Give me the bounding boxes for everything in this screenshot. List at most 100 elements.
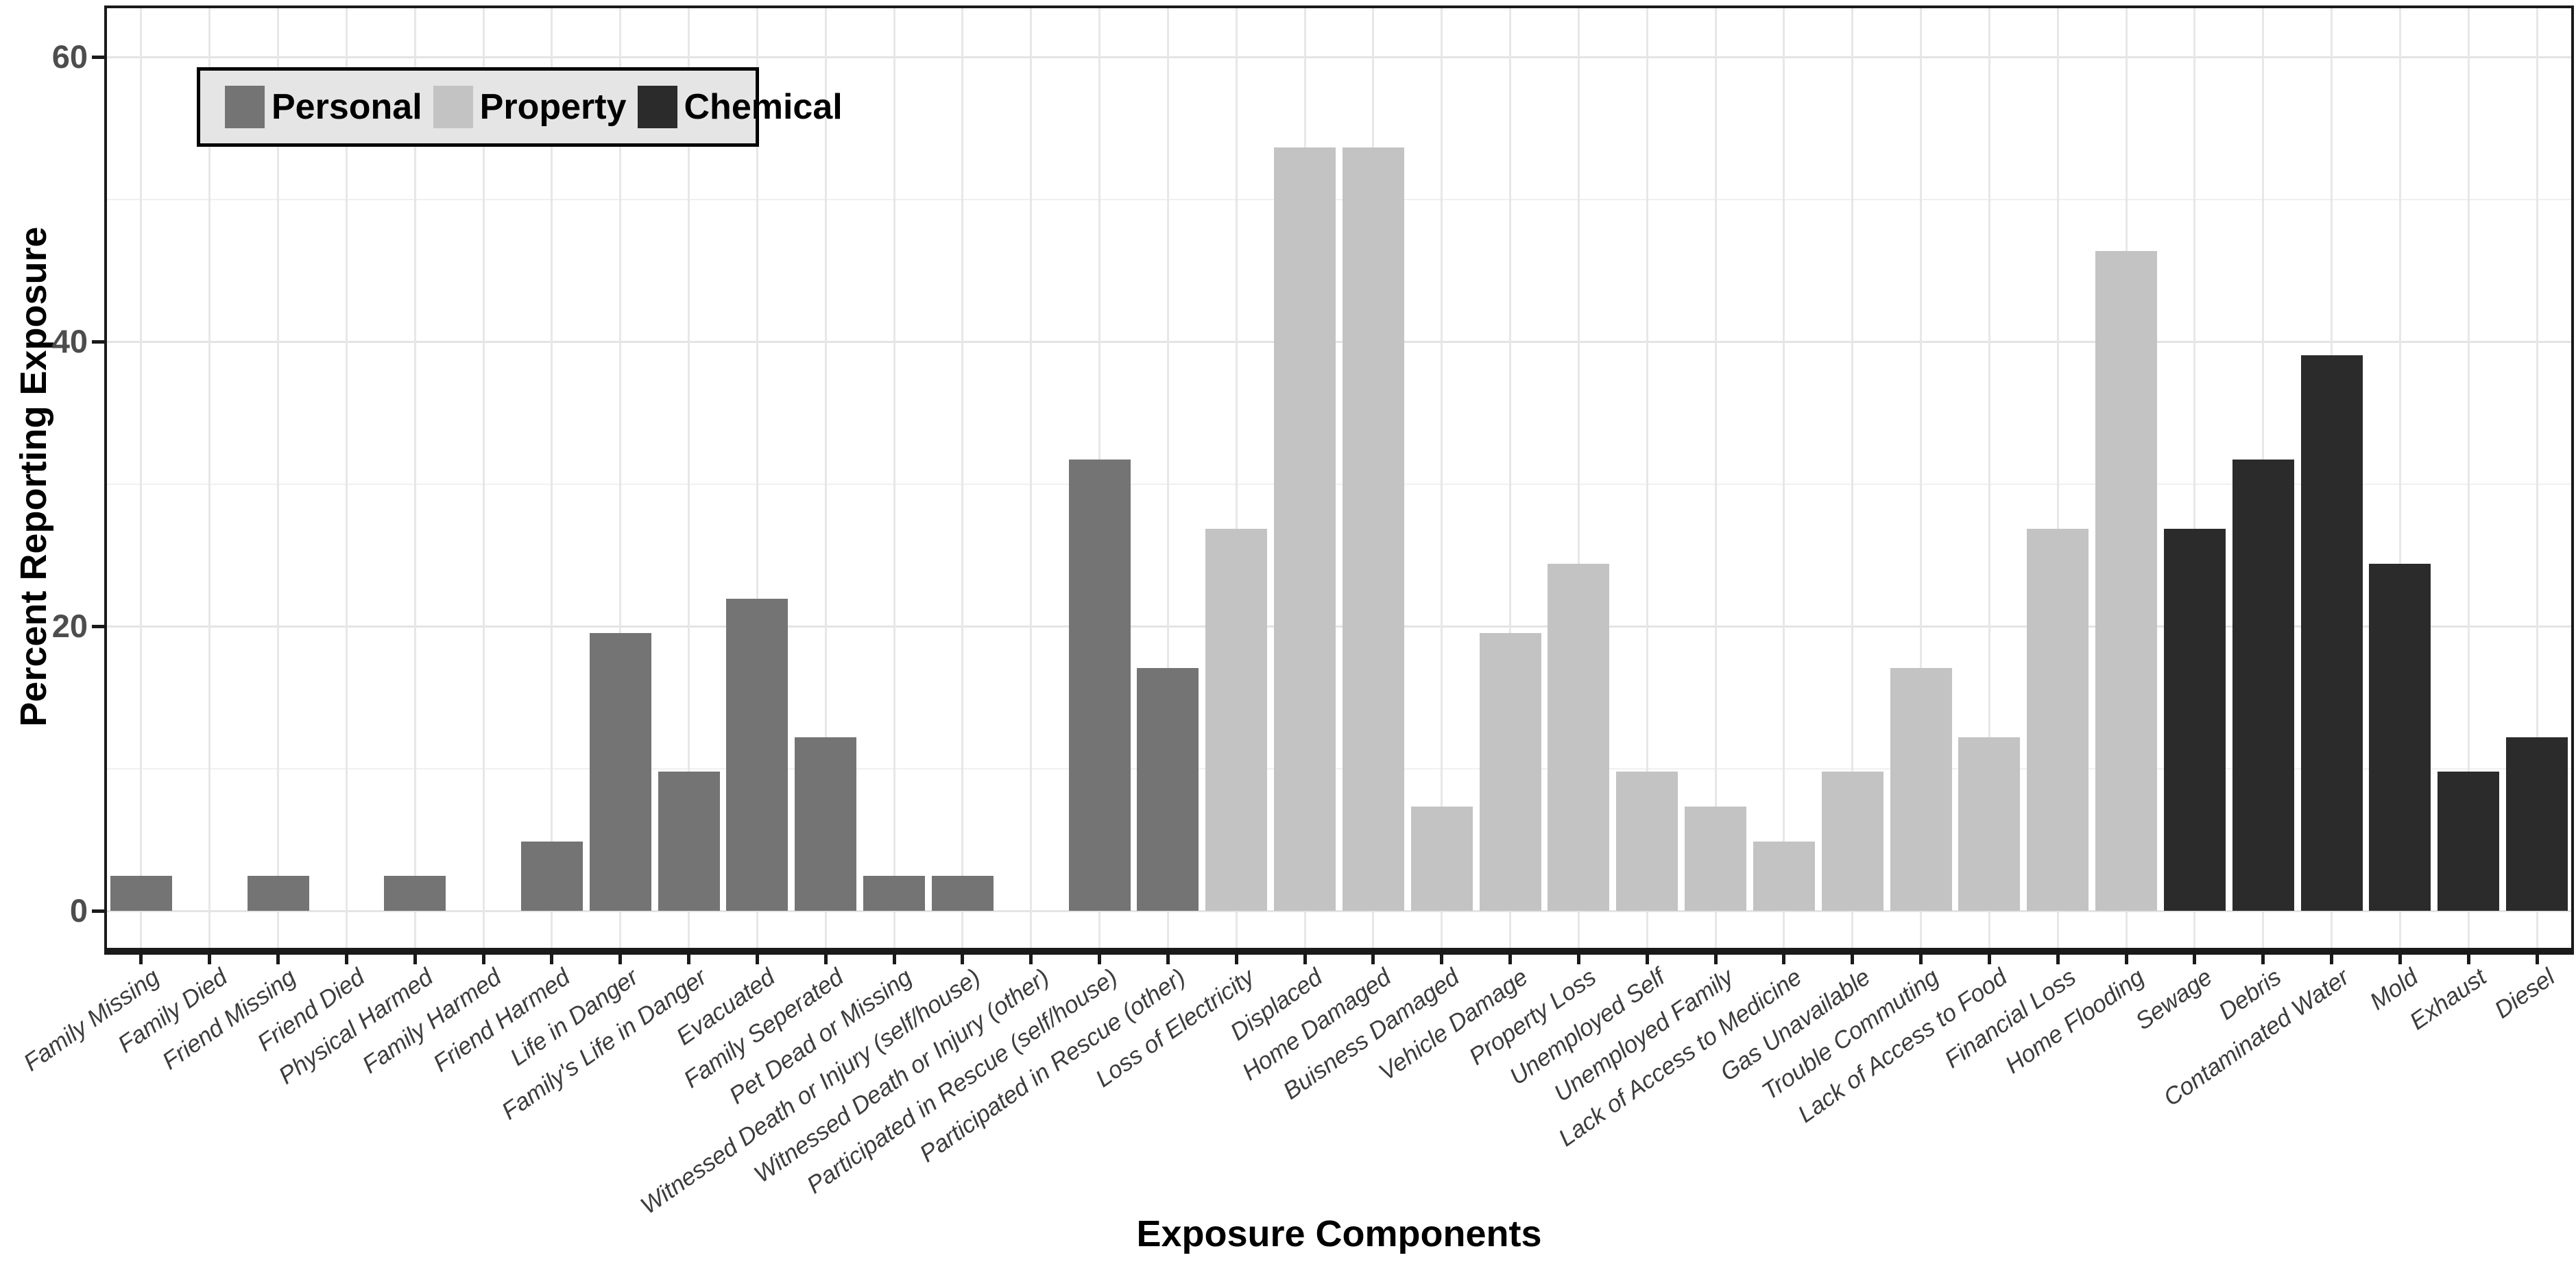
x-tick-25 — [1851, 952, 1855, 964]
gridline-x-26 — [1920, 8, 1923, 948]
gridline-x-22 — [1646, 8, 1648, 948]
gridline-x-11 — [893, 8, 895, 948]
bar-evacuated — [726, 598, 789, 911]
x-tick-1 — [208, 952, 212, 964]
gridline-x-23 — [1714, 8, 1717, 948]
bar-gas-unavailable — [1821, 772, 1883, 911]
gridline-x-6 — [551, 8, 553, 948]
bar-mold — [2369, 563, 2431, 911]
bar-home-damaged — [1342, 147, 1404, 911]
x-tick-19 — [1440, 952, 1444, 964]
legend-label-chemical: Chemical — [684, 87, 843, 127]
gridline-major-y-20 — [107, 625, 2571, 628]
gridline-x-15 — [1166, 8, 1169, 948]
bar-displaced — [1274, 147, 1336, 911]
gridline-major-y-60 — [107, 56, 2571, 58]
x-tick-33 — [2398, 952, 2402, 964]
x-tick-7 — [618, 952, 623, 964]
gridline-x-8 — [688, 8, 690, 948]
gridline-x-24 — [1783, 8, 1785, 948]
bar-contaminated-water — [2300, 355, 2363, 911]
y-axis-title: Percent Reporting Exposure — [13, 226, 54, 727]
bar-diesel — [2506, 737, 2568, 911]
x-tick-27 — [1987, 952, 1991, 964]
y-tick-label-0: 0 — [69, 892, 88, 929]
x-tick-35 — [2535, 952, 2539, 964]
bar-debris — [2232, 460, 2294, 911]
x-tick-17 — [1303, 952, 1307, 964]
bar-lack-of-access-to-food — [1958, 737, 2021, 911]
legend-item-chemical: Chemical — [637, 86, 843, 128]
gridline-x-28 — [2056, 8, 2059, 948]
x-tick-6 — [550, 952, 554, 964]
x-tick-16 — [1234, 952, 1238, 964]
bar-buisness-damaged — [1410, 807, 1473, 911]
gridline-x-30 — [2193, 8, 2196, 948]
bar-family-s-life-in-danger — [658, 772, 720, 911]
bar-sewage — [2163, 529, 2226, 911]
bar-witnessed-death-or-injury-self-house- — [931, 876, 994, 911]
bar-unemployed-family — [1685, 807, 1747, 911]
legend-item-property: Property — [433, 86, 627, 128]
bar-loss-of-electricity — [1205, 529, 1268, 911]
x-tick-5 — [481, 952, 485, 964]
x-tick-34 — [2466, 952, 2470, 964]
bar-exhaust — [2437, 772, 2500, 911]
x-tick-12 — [961, 952, 965, 964]
x-tick-9 — [755, 952, 759, 964]
x-axis-title: Exposure Components — [1136, 1213, 1542, 1254]
bar-unemployed-self — [1616, 772, 1678, 911]
gridline-x-1 — [208, 8, 211, 948]
gridline-x-7 — [619, 8, 622, 948]
x-tick-28 — [2056, 952, 2060, 964]
x-tick-26 — [1919, 952, 1923, 964]
gridline-x-9 — [756, 8, 758, 948]
gridline-major-y-40 — [107, 340, 2571, 343]
gridline-x-3 — [345, 8, 348, 948]
gridline-x-12 — [961, 8, 964, 948]
legend-key-personal — [225, 86, 265, 128]
x-tick-29 — [2124, 952, 2128, 964]
gridline-x-25 — [1851, 8, 1854, 948]
gridline-x-10 — [824, 8, 827, 948]
bar-friend-missing — [247, 876, 309, 911]
gridline-x-34 — [2467, 8, 2470, 948]
x-tick-13 — [1029, 952, 1033, 964]
bar-family-missing — [110, 876, 172, 911]
bar-friend-harmed — [520, 841, 583, 911]
y-tick-label-60: 60 — [51, 38, 88, 75]
y-tick-0 — [92, 909, 104, 913]
x-tick-4 — [413, 952, 417, 964]
bar-financial-loss — [2027, 529, 2089, 911]
x-tick-label: Diesel — [2489, 963, 2560, 1024]
x-tick-10 — [823, 952, 828, 964]
x-tick-21 — [1576, 952, 1580, 964]
gridline-x-13 — [1030, 8, 1033, 948]
bar-life-in-danger — [589, 633, 651, 911]
bar-vehicle-damage — [1479, 633, 1541, 911]
bar-property-loss — [1548, 563, 1610, 911]
gridline-x-19 — [1441, 8, 1443, 948]
y-tick-60 — [92, 55, 104, 59]
y-tick-20 — [92, 624, 104, 628]
plot-panel — [104, 5, 2574, 955]
x-tick-11 — [892, 952, 896, 964]
x-tick-14 — [1098, 952, 1102, 964]
bar-pet-dead-or-missing — [863, 876, 926, 911]
legend-label-property: Property — [479, 87, 627, 127]
gridline-minor-y-50 — [107, 198, 2571, 200]
legend-label-personal: Personal — [272, 87, 422, 127]
bar-trouble-commuting — [1890, 667, 1952, 911]
bar-home-flooding — [2095, 251, 2158, 911]
bar-participated-in-rescue-other- — [1137, 667, 1199, 911]
bar-family-seperated — [795, 737, 857, 911]
bar-participated-in-rescue-self-house- — [1068, 460, 1131, 911]
x-tick-22 — [1645, 952, 1649, 964]
y-tick-label-20: 20 — [51, 608, 88, 644]
gridline-x-35 — [2536, 8, 2538, 948]
x-tick-0 — [139, 952, 143, 964]
x-tick-24 — [1782, 952, 1786, 964]
legend-item-personal: Personal — [225, 86, 422, 128]
bar-physical-harmed — [384, 876, 446, 911]
